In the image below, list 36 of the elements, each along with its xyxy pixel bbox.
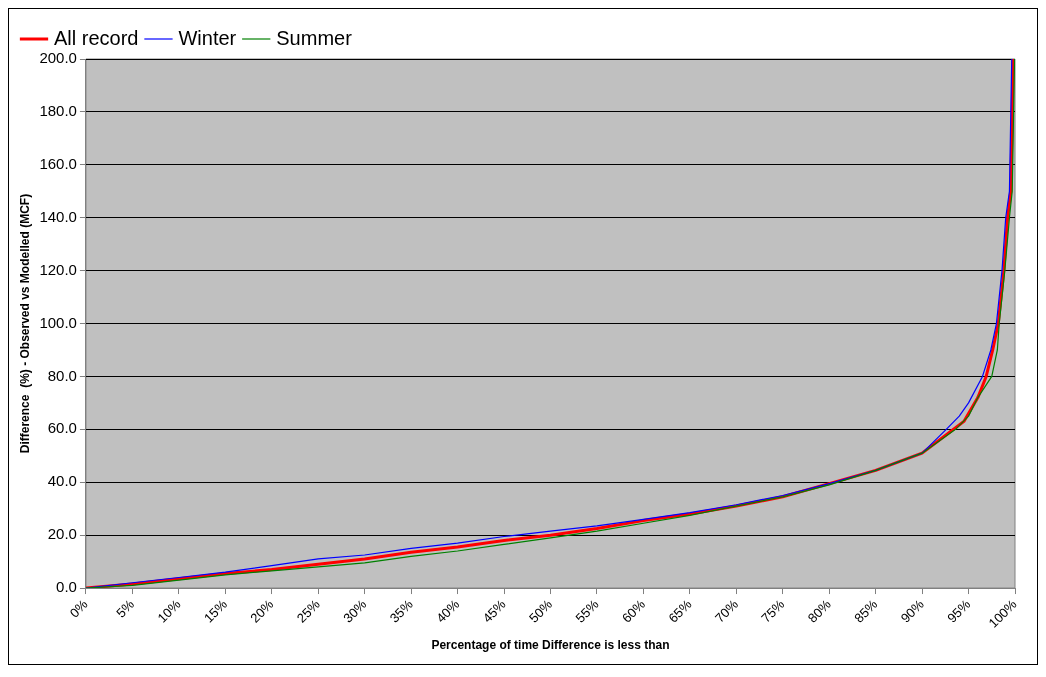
y-tick-label: 40.0 <box>47 472 77 490</box>
x-tick-label: 95% <box>944 596 974 626</box>
x-tick-label: 65% <box>665 596 695 626</box>
x-tick-label: 0% <box>66 596 91 621</box>
x-tick-label: 70% <box>711 596 742 626</box>
x-tick-label: 35% <box>386 596 417 626</box>
y-tick-label: 80.0 <box>47 366 77 384</box>
x-tick-label: 25% <box>293 596 324 626</box>
x-tick-label: 15% <box>200 596 231 626</box>
x-tick-label: 75% <box>758 596 788 626</box>
y-tick-label: 140.0 <box>39 207 77 225</box>
y-axis-title: Difference (%) - Observed vs Modelled (MCF) <box>17 193 32 454</box>
x-tick-label: 5% <box>113 596 138 621</box>
x-tick-label: 40% <box>433 596 463 626</box>
legend-label: Winter <box>178 26 237 49</box>
legend-label: All record <box>54 26 139 49</box>
y-tick-label: 100.0 <box>39 313 77 331</box>
y-tick-label: 0.0 <box>56 578 77 596</box>
y-tick-label: 180.0 <box>39 102 77 120</box>
x-tick-label: 30% <box>340 596 370 626</box>
x-tick-label: 10% <box>154 596 184 626</box>
x-tick-label: 20% <box>247 596 277 626</box>
x-tick-label: 85% <box>851 596 881 626</box>
y-tick-label: 20.0 <box>47 525 77 543</box>
x-tick-label: 45% <box>479 596 509 626</box>
x-tick-label: 60% <box>619 596 649 626</box>
x-tick-label: 50% <box>526 596 556 626</box>
x-tick-label: 80% <box>804 596 835 626</box>
legend-label: Summer <box>276 26 353 49</box>
y-tick-label: 120.0 <box>39 260 77 278</box>
x-tick-label: 55% <box>572 596 602 626</box>
x-tick-label: 90% <box>897 596 928 626</box>
x-axis-title: Percentage of time Difference is less than <box>431 638 670 653</box>
y-tick-label: 60.0 <box>47 419 77 437</box>
y-tick-label: 200.0 <box>39 49 77 67</box>
y-tick-label: 160.0 <box>39 154 77 172</box>
